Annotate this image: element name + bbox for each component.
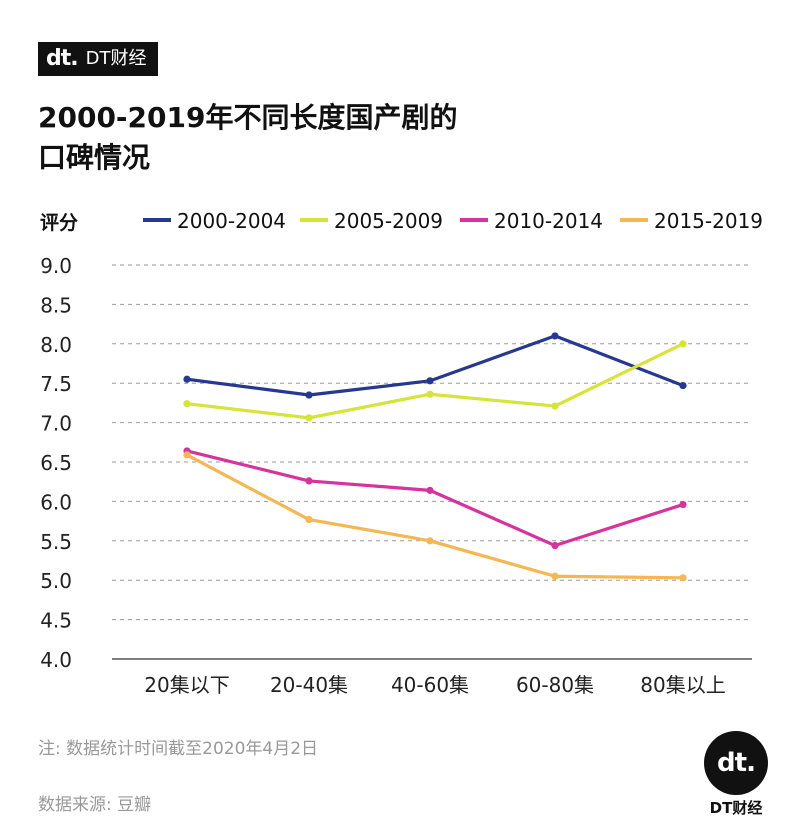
series-line <box>185 449 685 548</box>
y-tick-label: 7.0 <box>40 412 72 436</box>
series-line <box>185 334 685 397</box>
y-tick-label: 5.5 <box>40 530 72 554</box>
grid-layer <box>112 264 752 660</box>
data-point <box>183 451 191 459</box>
chart-title-line-2: 口碑情况 <box>38 141 151 174</box>
data-point <box>305 515 313 524</box>
data-point <box>679 381 687 390</box>
brand-badge: dt. DT财经 <box>38 42 159 76</box>
legend-label: 2005-2009 <box>334 209 443 233</box>
data-point <box>426 390 434 398</box>
data-point <box>183 375 191 383</box>
legend-item: 2010-2014 <box>460 209 603 233</box>
chart-title-line-1: 2000-2019年不同长度国产剧的 <box>38 101 458 134</box>
y-tick-label: 6.5 <box>40 451 72 475</box>
series-2010-2014 <box>183 447 687 550</box>
data-point <box>551 541 559 550</box>
y-tick-label: 6.0 <box>40 490 72 514</box>
y-tick-label: 4.5 <box>40 609 72 633</box>
y-tick-label: 8.0 <box>40 333 72 357</box>
legend-label: 2010-2014 <box>494 209 603 233</box>
x-tick-label: 40-60集 <box>391 673 469 697</box>
brand-logo-icon: dt. <box>46 46 79 71</box>
series-2015-2019 <box>183 451 687 582</box>
data-point <box>426 537 434 545</box>
corner-logo-icon: dt. <box>704 731 768 795</box>
corner-brand-name: DT财经 <box>709 799 763 817</box>
data-point <box>551 402 559 410</box>
data-point <box>305 414 313 422</box>
x-tick-label: 60-80集 <box>516 673 594 697</box>
data-point <box>305 477 313 485</box>
y-tick-label: 5.0 <box>40 569 72 593</box>
data-point <box>426 486 434 494</box>
footnote: 注: 数据统计时间截至2020年4月2日 <box>38 739 319 759</box>
y-tick-label: 4.0 <box>40 648 72 672</box>
data-point <box>426 377 434 385</box>
data-point <box>551 572 559 580</box>
y-tick-labels: 9.0 8.5 8.0 7.5 7.0 6.5 6.0 5.5 5.0 4.5 4.0 <box>40 254 72 672</box>
y-tick-label: 9.0 <box>40 254 72 278</box>
legend-label: 2015-2019 <box>654 209 763 233</box>
legend-label: 2000-2004 <box>177 209 286 233</box>
series-2005-2009 <box>183 340 687 422</box>
y-tick-label: 8.5 <box>40 293 72 317</box>
legend-item: 2015-2019 <box>620 209 763 233</box>
y-tick-label: 7.5 <box>40 372 72 396</box>
x-tick-labels: 20集以下 20-40集 40-60集 60-80集 80集以上 <box>144 673 725 697</box>
legend-item: 2000-2004 <box>143 209 286 233</box>
x-tick-label: 20-40集 <box>270 673 348 697</box>
data-point <box>679 574 687 582</box>
data-point <box>679 500 687 509</box>
data-point <box>305 391 313 399</box>
data-point <box>551 332 559 340</box>
series-2000-2004 <box>183 332 687 399</box>
y-axis-label: 评分 <box>40 212 78 234</box>
x-tick-label: 80集以上 <box>640 673 725 697</box>
series-line <box>185 342 685 420</box>
data-point <box>679 340 687 348</box>
series-layer <box>183 332 687 582</box>
legend: 2000-2004 2005-2009 2010-2014 2015-2019 <box>143 209 763 233</box>
x-tick-label: 20集以下 <box>144 673 229 697</box>
brand-name: DT财经 <box>85 48 147 69</box>
chart-title: 2000-2019年不同长度国产剧的 口碑情况 <box>38 98 558 178</box>
series-line <box>185 453 685 580</box>
legend-item: 2005-2009 <box>300 209 443 233</box>
data-source: 数据来源: 豆瓣 <box>38 795 152 815</box>
data-point <box>183 400 191 408</box>
